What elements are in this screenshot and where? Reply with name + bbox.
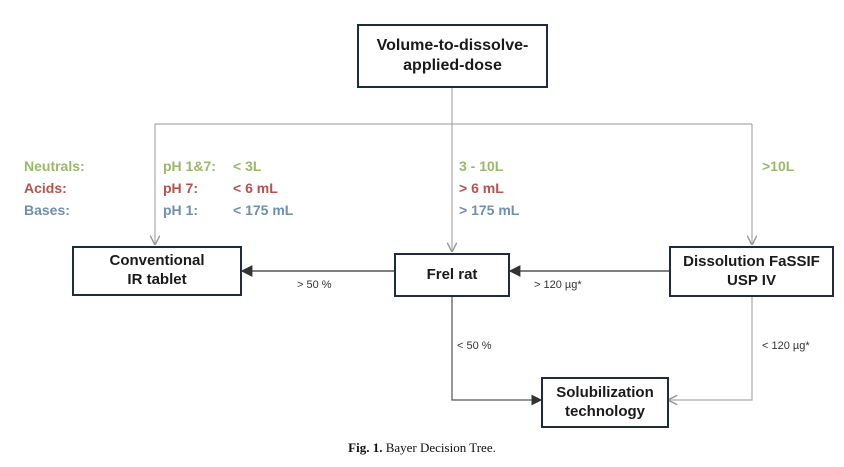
caption-text: Bayer Decision Tree.: [382, 440, 496, 455]
low-neutrals-val: < 3L: [233, 158, 262, 174]
high-neutrals: >10L: [762, 158, 795, 174]
low-bases-val: < 175 mL: [233, 202, 294, 218]
solubilization-box-line2: technology: [564, 402, 645, 420]
low-acids-ph: pH 7:: [163, 180, 198, 196]
edge-label-frel-conventional: > 50 %: [297, 279, 332, 291]
edge-label-dissolution-frel: > 120 µg*: [534, 279, 582, 291]
legend-acids: Acids:: [24, 180, 67, 196]
dissolution-box-line2: USP IV: [727, 271, 776, 289]
low-acids-val: < 6 mL: [233, 180, 278, 196]
arrow-dissolution-to-solubilization: [669, 297, 753, 400]
caption-prefix: Fig. 1.: [348, 440, 383, 455]
mid-acids: > 6 mL: [459, 180, 504, 196]
legend-bases: Bases:: [24, 202, 70, 218]
solubilization-box-line1: Solubilization: [556, 383, 654, 401]
edge-label-frel-solubilization: < 50 %: [457, 340, 492, 352]
arrow-frel-to-solubilization: [451, 297, 543, 406]
low-bases-ph: pH 1:: [163, 202, 198, 218]
conventional-ir-tablet-box: Conventional IR tablet: [72, 246, 242, 296]
volume-box-line2: applied-dose: [403, 57, 502, 74]
volume-to-dissolve-box: Volume-to-dissolve- applied-dose: [357, 24, 548, 88]
figure-caption: Fig. 1. Bayer Decision Tree.: [0, 440, 844, 456]
conventional-box-line1: Conventional: [109, 252, 205, 270]
solubilization-technology-box: Solubilization technology: [541, 377, 669, 428]
mid-bases: > 175 mL: [459, 202, 520, 218]
low-neutrals-ph: pH 1&7:: [163, 158, 216, 174]
legend-neutrals: Neutrals:: [24, 158, 85, 174]
frel-box-line1: Frel rat: [426, 265, 478, 283]
volume-box-line1: Volume-to-dissolve-: [376, 37, 529, 54]
conventional-box-line2: IR tablet: [127, 271, 187, 288]
dissolution-box-line1: Dissolution FaSSIF: [683, 252, 820, 270]
dissolution-fassif-box: Dissolution FaSSIF USP IV: [669, 246, 834, 297]
mid-neutrals: 3 - 10L: [459, 158, 504, 174]
frel-rat-box: Frel rat: [394, 253, 510, 297]
edge-label-dissolution-solubilization: < 120 µg*: [762, 340, 810, 352]
